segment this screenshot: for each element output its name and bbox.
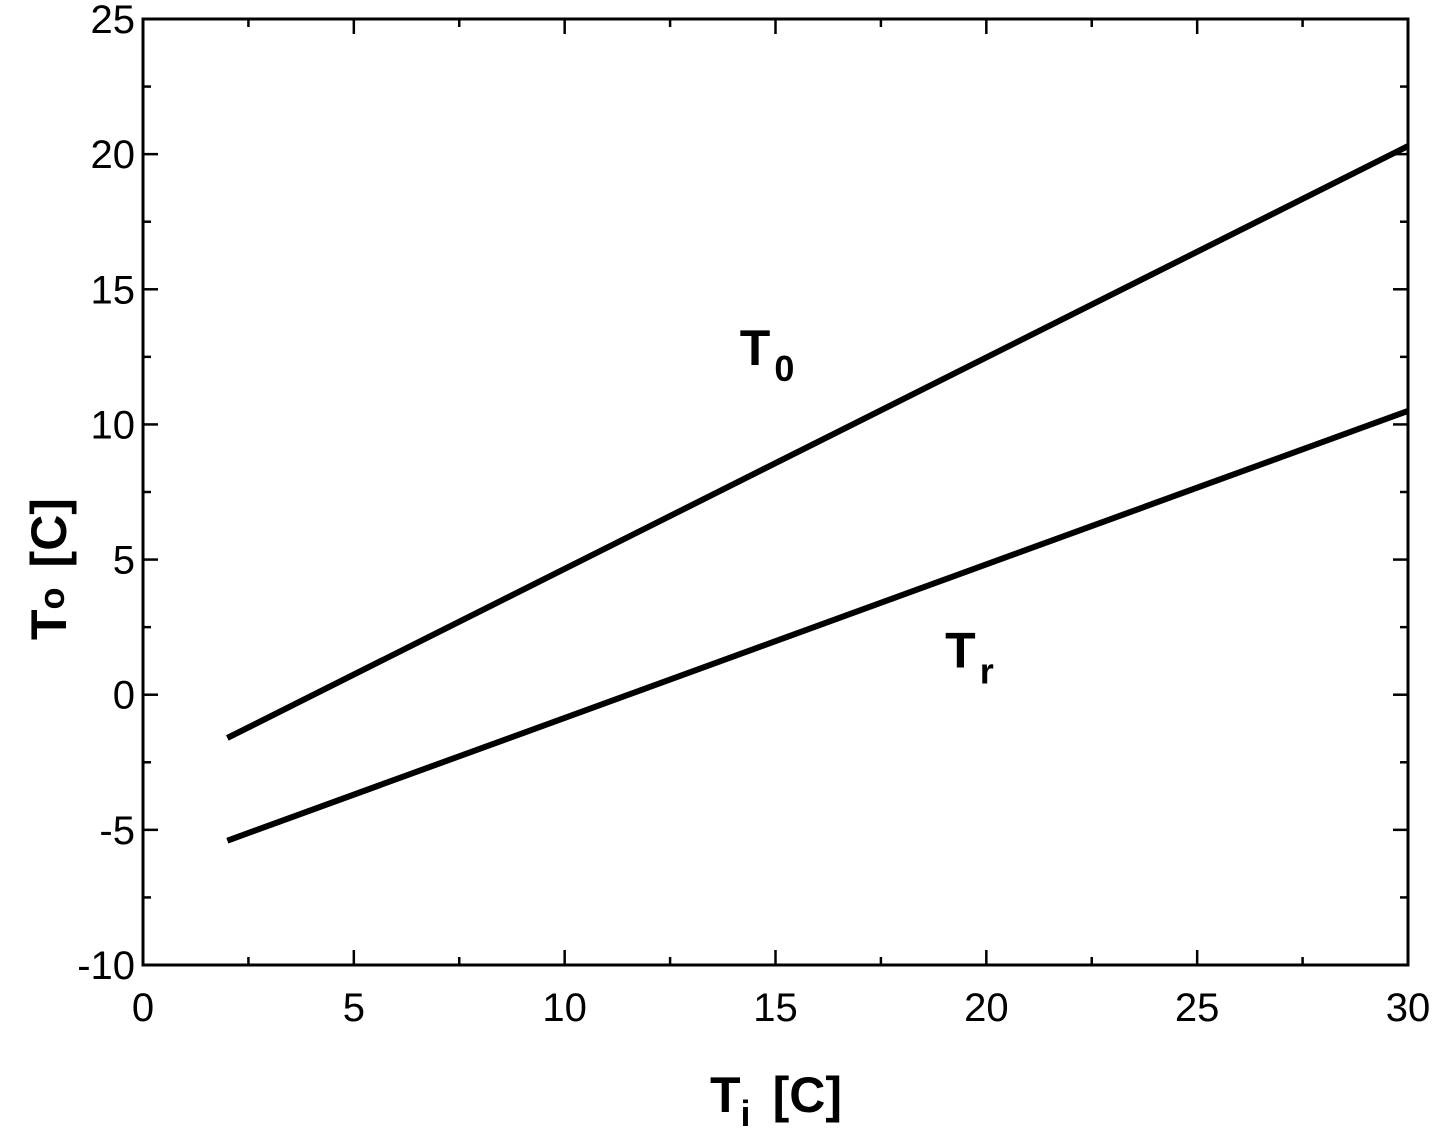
series-labels: T 0 T r <box>740 320 994 692</box>
y-tick-label: 10 <box>91 403 136 447</box>
y-tick-label: -5 <box>99 809 135 853</box>
tick-labels: 0 5 10 15 20 25 30 -10 -5 0 5 10 15 20 25 <box>77 0 1430 1030</box>
axis-ticks <box>141 17 1410 967</box>
x-tick-label: 10 <box>542 986 587 1030</box>
y-tick-label: 0 <box>113 674 135 718</box>
x-tick-label: 25 <box>1175 986 1220 1030</box>
x-axis-title: Ti [C] <box>710 1067 842 1134</box>
y-axis-title: To[C] <box>21 498 77 640</box>
y-tick-label: -10 <box>77 944 135 988</box>
x-tick-label: 0 <box>132 986 154 1030</box>
x-tick-label: 20 <box>964 986 1009 1030</box>
series-line-2 <box>226 408 1410 844</box>
series-lines <box>225 143 1410 844</box>
y-tick-label: 20 <box>91 133 136 177</box>
x-tick-label: 30 <box>1386 986 1431 1030</box>
x-tick-label: 15 <box>753 986 798 1030</box>
y-tick-label: 25 <box>91 0 136 42</box>
x-tick-label: 5 <box>343 986 365 1030</box>
y-tick-label: 5 <box>113 539 135 583</box>
series-line-1 <box>225 143 1410 741</box>
y-tick-label: 15 <box>91 268 136 312</box>
plot-frame <box>141 17 1410 967</box>
